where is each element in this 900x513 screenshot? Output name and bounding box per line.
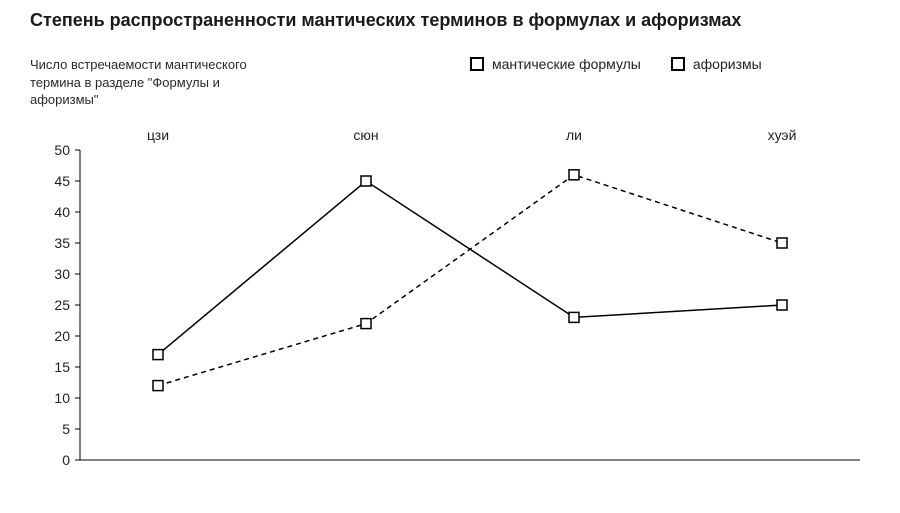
y-tick-label: 35	[54, 235, 70, 251]
data-point	[569, 312, 579, 322]
y-tick-label: 10	[54, 390, 70, 406]
legend: мантические формулы афоризмы	[470, 56, 762, 72]
y-tick-label: 25	[54, 297, 70, 313]
chart-title: Степень распространенности мантических т…	[30, 10, 900, 31]
legend-marker-icon	[671, 57, 685, 71]
data-point	[777, 238, 787, 248]
y-tick-label: 5	[62, 421, 70, 437]
y-tick-label: 40	[54, 204, 70, 220]
legend-item-0: мантические формулы	[470, 56, 641, 72]
series-line-1	[158, 175, 782, 386]
category-label: цзи	[147, 127, 169, 143]
y-axis-title: Число встречаемости мантического термина…	[30, 56, 280, 109]
y-tick-label: 30	[54, 266, 70, 282]
y-tick-label: 15	[54, 359, 70, 375]
data-point	[569, 170, 579, 180]
y-tick-label: 45	[54, 173, 70, 189]
y-tick-label: 50	[54, 142, 70, 158]
legend-item-1: афоризмы	[671, 56, 762, 72]
legend-marker-icon	[470, 57, 484, 71]
category-label: хуэй	[768, 127, 797, 143]
category-label: сюн	[353, 127, 378, 143]
y-tick-label: 0	[62, 452, 70, 468]
data-point	[361, 319, 371, 329]
chart-page: Степень распространенности мантических т…	[0, 0, 900, 513]
data-point	[153, 381, 163, 391]
y-tick-label: 20	[54, 328, 70, 344]
chart-plot-area: 0 5 10 15 20 25 30 35 40 45 50 цзи сюн ли хуэй	[30, 120, 880, 490]
chart-svg: 0 5 10 15 20 25 30 35 40 45 50 цзи сюн ли хуэй	[30, 120, 880, 490]
data-point	[153, 350, 163, 360]
series-line-0	[158, 181, 782, 355]
legend-label-1: афоризмы	[693, 56, 762, 72]
data-point	[361, 176, 371, 186]
data-point	[777, 300, 787, 310]
legend-label-0: мантические формулы	[492, 56, 641, 72]
category-label: ли	[566, 127, 582, 143]
